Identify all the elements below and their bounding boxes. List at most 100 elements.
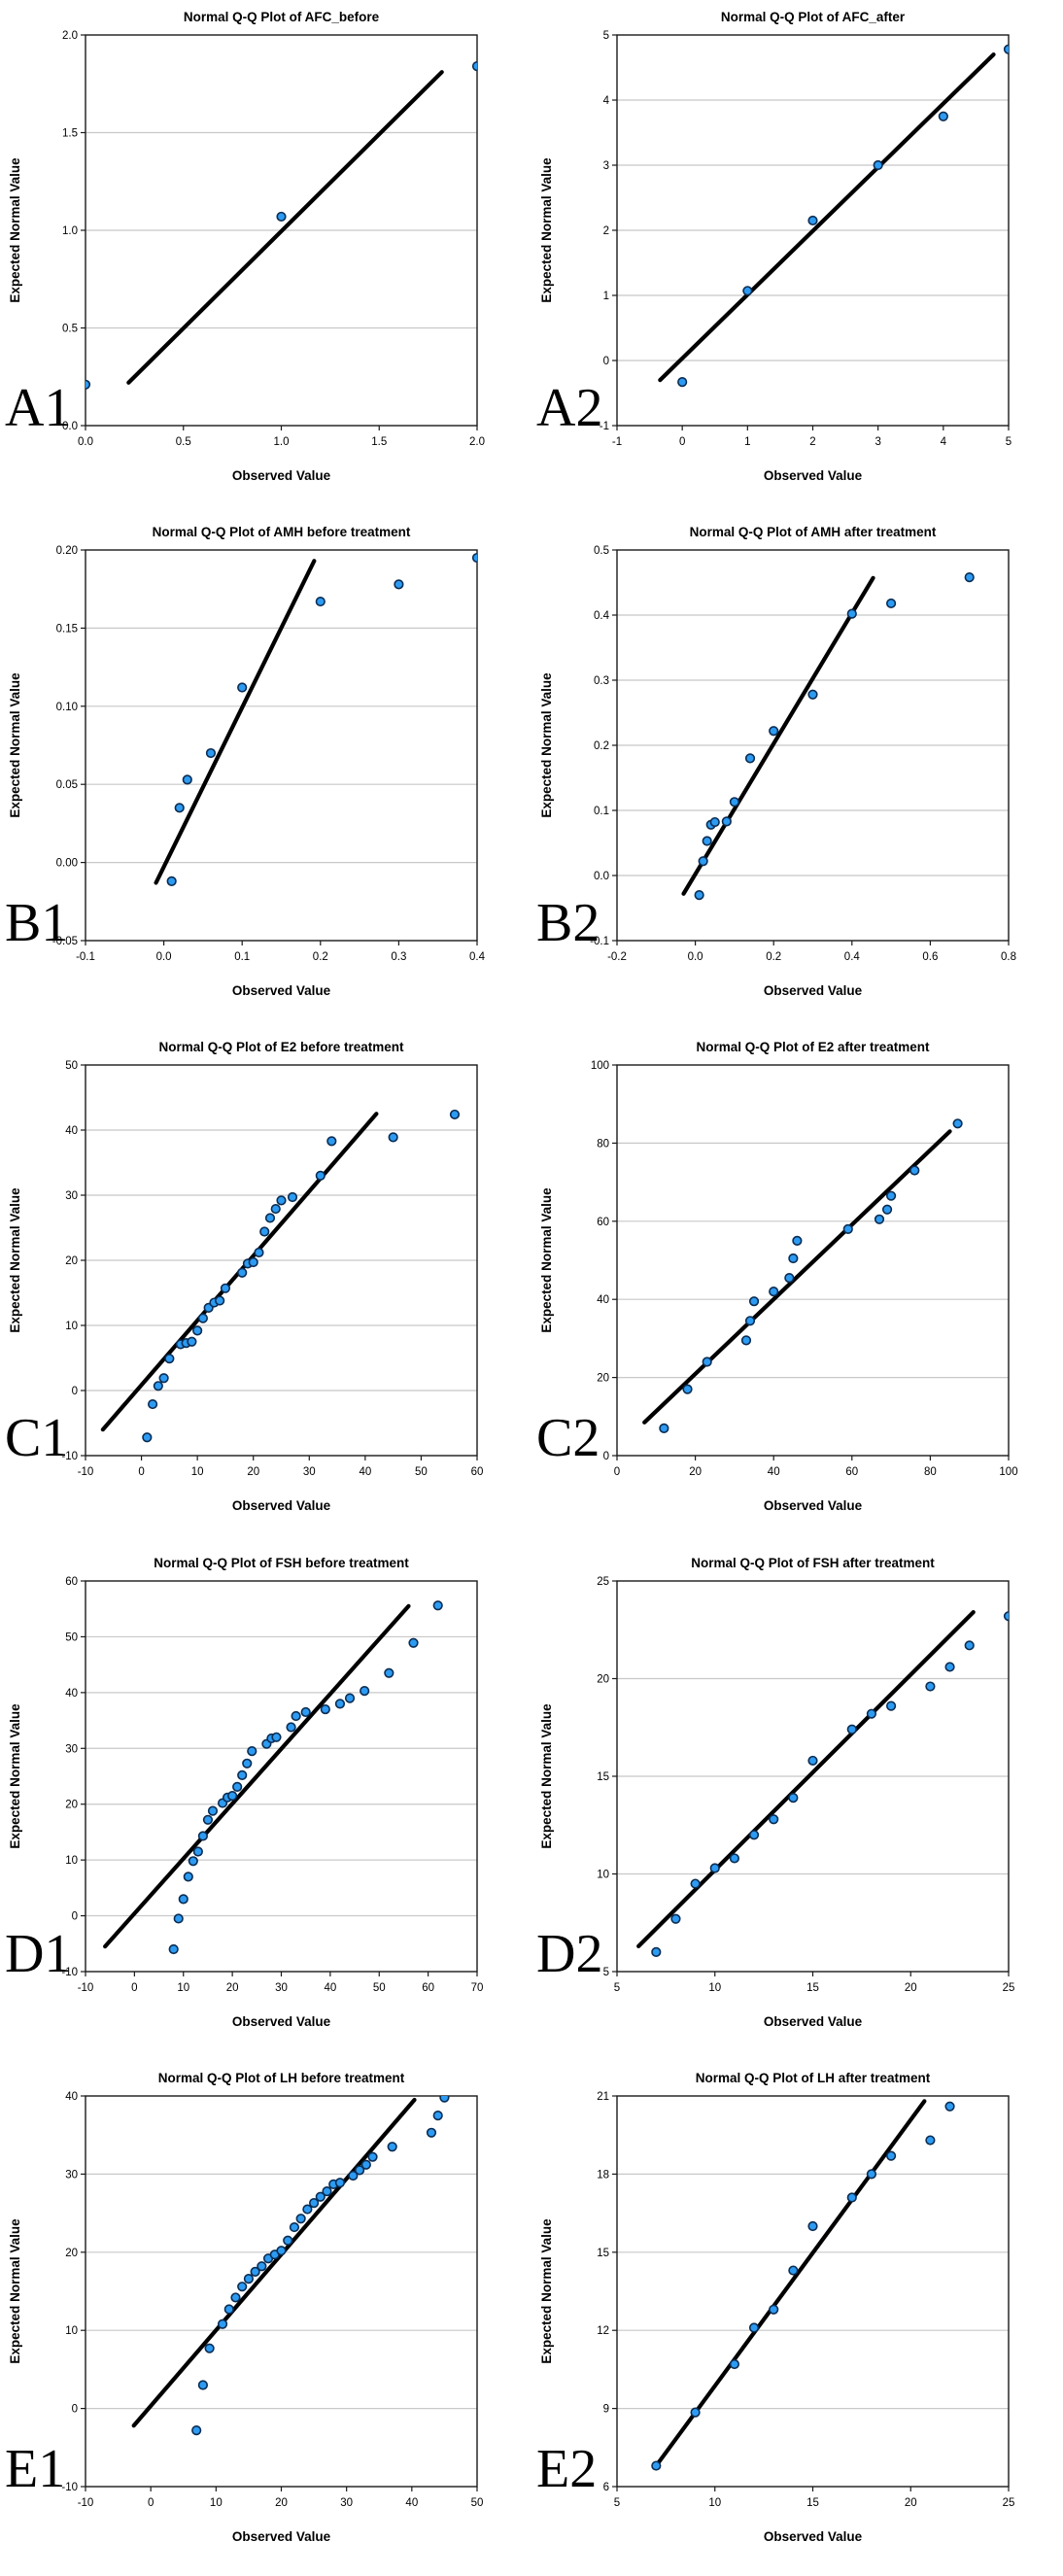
y-tick-label: 50 <box>65 1060 78 1072</box>
data-point <box>842 1224 853 1235</box>
x-tick-label: 25 <box>1003 2497 1015 2509</box>
x-tick-label: 30 <box>303 1466 316 1478</box>
data-points <box>142 1110 461 1443</box>
data-point <box>702 1357 712 1367</box>
gridlines <box>617 2173 1009 2409</box>
x-tick-label: 3 <box>874 436 880 448</box>
data-point <box>744 1316 756 1326</box>
qq-plot-D2: 5 10 15 20 25 5 10 15 20 25 Normal Q-Q Plot of FSH… <box>532 1546 1063 2061</box>
y-tick-label: 20 <box>65 1799 78 1810</box>
qq-chart-svg-B2: -0.2 0.0 0.2 0.4 0.6 0.8 -0.1 0.0 0.1 0.2 0.3 0.4 0.… <box>539 525 1016 998</box>
data-point <box>158 1373 169 1384</box>
data-point <box>191 2424 202 2435</box>
y-tick-label: 10 <box>65 2325 78 2337</box>
data-point <box>192 1325 203 1336</box>
x-tick-label: 0 <box>148 2497 154 2509</box>
chart-title: Normal Q-Q Plot of AMH after treatment <box>690 525 937 539</box>
data-point <box>271 1732 282 1742</box>
data-point <box>944 1661 955 1672</box>
data-point <box>217 2318 228 2329</box>
data-point <box>230 2292 241 2303</box>
x-tick-label: 15 <box>806 2497 819 2509</box>
x-tick-label: 0.4 <box>844 951 861 963</box>
y-tick-label: 0.15 <box>56 624 78 635</box>
y-tick-label: 21 <box>597 2091 609 2103</box>
x-tick-label: 50 <box>373 1982 386 1994</box>
data-points <box>166 553 477 887</box>
data-point <box>387 2141 397 2152</box>
chart-title: Normal Q-Q Plot of AFC_before <box>184 10 380 24</box>
qq-plot-C1: -10 0 10 20 30 40 50 60 -10 0 10 20 30 40 50 Normal Q-Q… <box>0 1030 532 1545</box>
qq-chart-svg-C2: 0 20 40 60 80 100 0 20 40 60 80 100 Normal Q-Q Plot … <box>539 1040 1018 1513</box>
qq-chart-svg-B1: -0.1 0.0 0.1 0.2 0.3 0.4 -0.05 0.00 0.05 0.10 0.15… <box>8 525 486 998</box>
data-point <box>670 1913 681 1924</box>
data-point <box>873 159 883 171</box>
data-point <box>254 1248 264 1258</box>
x-tick-label: 0 <box>679 436 685 448</box>
y-tick-label: 10 <box>65 1855 78 1867</box>
data-point <box>690 1878 701 1889</box>
data-point <box>360 2159 371 2170</box>
qq-chart-svg-A2: -1 0 1 2 3 4 5 -1 0 1 2 3 4 5 Normal Q-Q Plot of AFC_a… <box>539 10 1012 483</box>
data-point <box>439 2095 450 2103</box>
y-tick-label: 9 <box>603 2403 609 2415</box>
fit-line <box>654 2099 927 2468</box>
x-tick-label: 30 <box>340 2497 353 2509</box>
data-point <box>925 2135 936 2146</box>
qq-chart-svg-E2: 5 10 15 20 25 6 9 12 15 18 21 Normal Q-Q Plot of LH… <box>539 2071 1015 2544</box>
y-axis-title: Expected Normal Value <box>539 672 554 818</box>
y-tick-label: 40 <box>597 1295 609 1307</box>
data-point <box>164 1354 175 1364</box>
plot-frame <box>85 1579 478 1973</box>
data-point <box>242 1758 253 1769</box>
data-point <box>729 797 739 807</box>
x-axis-title: Observed Value <box>232 2014 331 2029</box>
data-point <box>250 2266 260 2277</box>
x-axis: -10 0 10 20 30 40 50 <box>78 2486 483 2509</box>
fit-line <box>642 1129 952 1425</box>
data-point <box>788 2265 799 2276</box>
gridlines <box>617 614 1009 876</box>
y-tick-label: 20 <box>65 2248 78 2259</box>
data-point <box>886 599 897 609</box>
y-tick-label: 0.5 <box>62 324 78 335</box>
gridlines <box>86 1635 477 1916</box>
data-point <box>449 1110 461 1120</box>
data-point <box>432 2110 443 2120</box>
y-tick-label: 1 <box>603 291 609 302</box>
data-point <box>944 2101 955 2112</box>
data-point <box>276 211 287 223</box>
data-point <box>205 748 217 759</box>
data-point <box>682 1384 693 1395</box>
y-tick-label: 0.5 <box>594 545 609 557</box>
x-tick-label: 0.5 <box>176 436 191 448</box>
y-tick-label: 25 <box>597 1576 609 1588</box>
chart-title: Normal Q-Q Plot of E2 after treatment <box>696 1040 930 1054</box>
data-point <box>807 1755 818 1766</box>
data-point <box>178 1893 189 1905</box>
x-tick-label: 0.4 <box>469 951 486 963</box>
plot-frame <box>85 549 478 942</box>
data-point <box>651 1946 662 1957</box>
data-points <box>191 2095 450 2435</box>
data-point <box>394 579 404 590</box>
gridlines <box>86 2173 477 2409</box>
y-tick-label: 5 <box>603 1967 609 1978</box>
data-point <box>315 1171 326 1182</box>
gridlines <box>617 1677 1009 1874</box>
data-point <box>952 1118 963 1129</box>
qq-plot-A2: -1 0 1 2 3 4 5 -1 0 1 2 3 4 5 Normal Q-Q Plot of AFC_a… <box>532 0 1063 515</box>
data-point <box>204 2343 215 2353</box>
data-point <box>874 1215 885 1225</box>
data-point <box>348 2170 359 2181</box>
data-point <box>287 1192 298 1203</box>
data-point <box>270 1204 281 1215</box>
data-point <box>748 2322 760 2333</box>
x-tick-label: 5 <box>614 1982 620 1994</box>
data-point <box>748 1296 760 1307</box>
x-axis-title: Observed Value <box>232 468 331 483</box>
gridlines <box>86 1129 477 1391</box>
y-tick-label: 60 <box>65 1576 78 1588</box>
x-tick-label: 40 <box>324 1982 336 1994</box>
x-tick-label: -10 <box>78 1982 94 1994</box>
